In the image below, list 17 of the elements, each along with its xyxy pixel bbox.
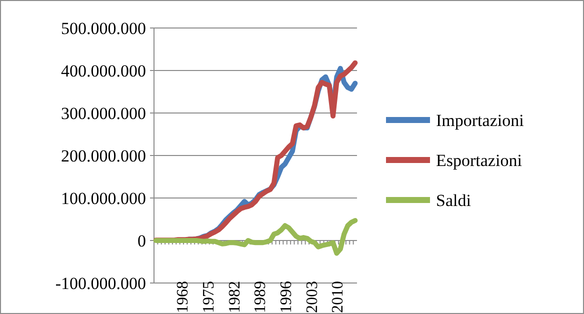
- legend-label: Importazioni: [436, 110, 524, 130]
- y-tick-label: 300.000.000: [61, 104, 146, 123]
- legend-label: Saldi: [436, 190, 472, 210]
- y-tick-label: -100.000.000: [55, 274, 146, 293]
- x-tick-label: 2003: [304, 281, 321, 313]
- y-tick-label: 400.000.000: [61, 61, 146, 80]
- y-tick-label: 0: [138, 231, 146, 250]
- x-tick-label: 1989: [252, 281, 270, 313]
- y-tick-label: 100.000.000: [61, 188, 146, 208]
- x-tick-label: 1968: [174, 281, 192, 313]
- x-tick-label: 1982: [226, 281, 244, 313]
- legend-label: Esportazioni: [436, 150, 522, 170]
- x-tick-label: 1975: [200, 281, 218, 313]
- x-tick-label: 2010: [330, 281, 347, 313]
- y-tick-label: 200.000.000: [61, 146, 146, 166]
- x-tick-label: 1996: [278, 281, 296, 313]
- y-tick-label: 500.000.000: [61, 18, 146, 38]
